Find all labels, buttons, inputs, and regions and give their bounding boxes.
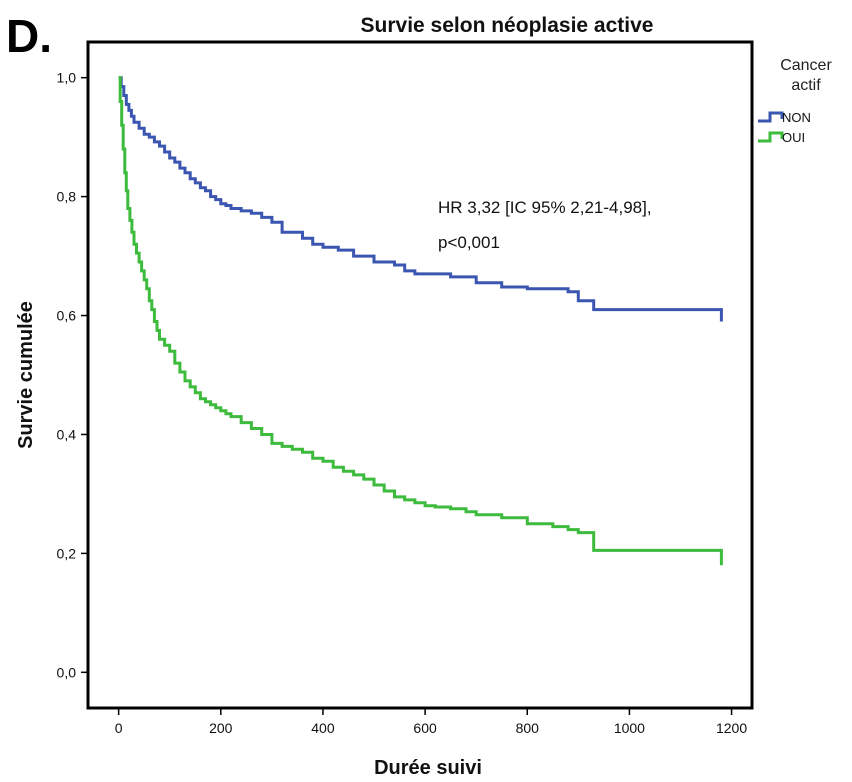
- x-axis-title: Durée suivi: [374, 757, 482, 779]
- hazard-ratio-annotation: HR 3,32 [IC 95% 2,21-4,98],: [438, 198, 652, 217]
- y-tick-label: 1,0: [57, 70, 77, 86]
- legend-label-non: NON: [782, 110, 811, 125]
- x-tick-label: 1000: [614, 720, 645, 736]
- x-tick-label: 200: [209, 720, 233, 736]
- x-tick-label: 600: [413, 720, 437, 736]
- y-axis-title: Survie cumulée: [15, 301, 37, 449]
- legend-title-line-1: Cancer: [780, 57, 832, 74]
- series-line-non: [118, 76, 723, 322]
- survival-curves: [118, 76, 723, 566]
- y-tick-label: 0,2: [57, 545, 77, 561]
- plot-frame: [86, 40, 754, 710]
- x-tick-label: 1200: [716, 720, 747, 736]
- legend-swatch-non: [758, 111, 784, 123]
- y-axis: 0,0 0,2 0,4 0,6 0,8 1,0: [57, 70, 88, 680]
- legend-title-line-2: actif: [791, 77, 821, 94]
- x-axis: 0 200 400 600 800 1000 1200: [115, 708, 747, 736]
- y-tick-label: 0,4: [57, 426, 77, 442]
- series-line-oui: [118, 76, 723, 566]
- chart-title: Survie selon néoplasie active: [361, 14, 654, 37]
- x-tick-label: 400: [311, 720, 335, 736]
- legend-swatch-oui: [758, 131, 784, 143]
- x-tick-label: 0: [115, 720, 123, 736]
- legend: Cancer actif NON OUI: [758, 57, 832, 145]
- p-value-annotation: p<0,001: [438, 233, 500, 252]
- y-tick-label: 0,8: [57, 189, 77, 205]
- panel-label: D.: [6, 10, 52, 62]
- y-tick-label: 0,6: [57, 308, 77, 324]
- legend-label-oui: OUI: [782, 130, 805, 145]
- y-tick-label: 0,0: [57, 664, 77, 680]
- x-tick-label: 800: [516, 720, 540, 736]
